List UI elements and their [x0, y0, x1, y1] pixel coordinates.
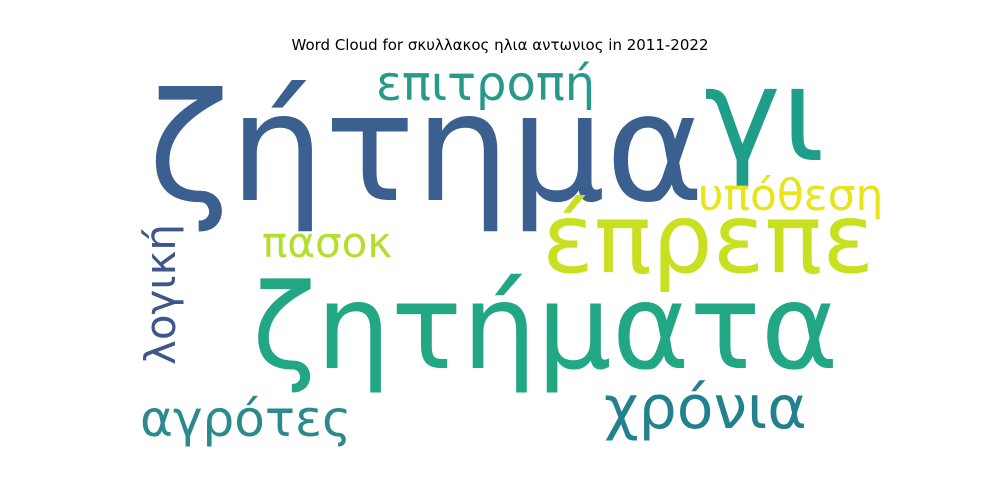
word-pasok: πασοκ — [262, 218, 392, 267]
word-eprepe: έπρεπε — [542, 183, 874, 295]
word-zitimata: ζητήματα — [252, 258, 839, 396]
word-epitropi: επιτροπή — [376, 56, 595, 112]
word-ypothesi: υπόθεση — [698, 170, 883, 221]
word-chronia: χρόνια — [604, 373, 807, 443]
chart-title: Word Cloud for σκυλλακος ηλια αντωνιος i… — [291, 36, 709, 54]
word-gi: γι — [704, 39, 825, 191]
word-zitima: ζήτημα — [148, 62, 704, 236]
word-agrotes: αγρότες — [140, 390, 351, 448]
word-logiki: λογική — [136, 224, 185, 365]
